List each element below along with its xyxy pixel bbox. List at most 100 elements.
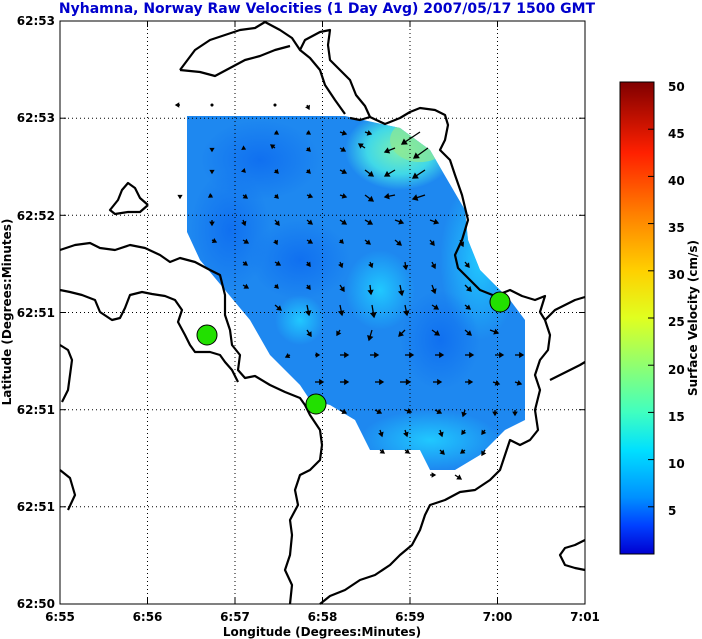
velocity-vector: [458, 239, 465, 248]
velocity-vector: [438, 429, 444, 438]
colorbar-tick-label: 45: [668, 127, 685, 141]
velocity-vector: [305, 104, 310, 111]
y-tick-label: 62:53: [17, 14, 55, 28]
velocity-vector: [411, 169, 426, 179]
velocity-vector: [305, 284, 311, 291]
velocity-vector: [464, 329, 472, 336]
y-tick-label: 62:51: [17, 500, 55, 514]
velocity-vector: [412, 147, 429, 159]
velocity-vector: [481, 449, 487, 457]
velocity-vector: [364, 239, 371, 245]
x-axis-label: Longitude (Degrees:Minutes): [223, 625, 421, 639]
velocity-vector: [339, 219, 348, 225]
velocity-vector: [403, 429, 409, 438]
velocity-vector: [209, 147, 215, 153]
velocity-vector: [305, 146, 311, 152]
velocity-vector: [430, 284, 437, 295]
velocity-vector: [336, 329, 342, 337]
velocity-vector: [429, 239, 435, 246]
velocity-vectors: [174, 102, 525, 480]
velocity-vector: [338, 238, 344, 244]
velocity-vector: [274, 260, 282, 266]
velocity-vector: [242, 260, 249, 266]
velocity-vector: [439, 449, 445, 455]
y-tick-label: 62:51: [17, 403, 55, 417]
velocity-vector: [404, 408, 413, 414]
velocity-vector: [404, 448, 411, 454]
velocity-vector: [357, 143, 366, 149]
velocity-vector: [273, 283, 279, 289]
x-tick-label: 6:55: [45, 610, 75, 624]
velocity-vector: [241, 145, 247, 150]
y-axis-label: Latitude (Degrees:Minutes): [0, 219, 14, 406]
velocity-vector: [242, 193, 249, 199]
velocity-vector: [306, 219, 313, 225]
velocity-vector: [274, 304, 282, 311]
velocity-vector: [454, 474, 463, 480]
velocity-vector: [338, 261, 344, 269]
y-tick-label: 62:51: [17, 306, 55, 320]
velocity-vector: [368, 261, 374, 269]
velocity-vector: [489, 328, 500, 335]
velocity-vector: [242, 283, 250, 289]
velocity-vector: [269, 144, 276, 150]
velocity-vector: [274, 219, 280, 226]
x-tick-label: 6:59: [395, 610, 425, 624]
velocity-vector: [339, 408, 348, 415]
velocity-vector: [273, 168, 279, 174]
velocity-vector: [273, 193, 279, 199]
velocity-vector: [375, 378, 385, 386]
velocity-vector: [465, 379, 474, 385]
x-tick-label: 6:58: [308, 610, 338, 624]
velocity-vector: [339, 284, 345, 293]
velocity-vector: [364, 219, 374, 225]
velocity-vector: [177, 194, 183, 200]
colorbar-tick-label: 30: [668, 268, 685, 282]
velocity-vector: [240, 167, 246, 173]
velocity-vector: [364, 169, 375, 177]
velocity-vector: [379, 448, 386, 454]
y-tick-label: 62:53: [17, 111, 55, 125]
colorbar-tick-label: 35: [668, 221, 685, 235]
velocity-vector: [394, 239, 402, 246]
velocity-vector: [465, 351, 475, 359]
velocity-vector: [461, 409, 467, 418]
velocity-vector: [305, 168, 311, 174]
colorbar-tick-label: 20: [668, 363, 685, 377]
velocity-vector: [430, 472, 437, 478]
x-tick-label: 6:56: [133, 610, 163, 624]
velocity-vector: [378, 429, 384, 438]
velocity-vector: [339, 168, 348, 175]
velocity-vector: [492, 410, 498, 417]
velocity-vector: [369, 304, 377, 319]
velocity-vector: [398, 329, 406, 337]
velocity-vector: [273, 130, 280, 135]
velocity-vector: [495, 351, 505, 359]
velocity-vector: [514, 380, 523, 386]
velocity-vector: [315, 378, 325, 386]
velocity-vector: [337, 304, 345, 317]
velocity-vector: [429, 218, 440, 225]
colorbar-tick-label: 5: [668, 504, 676, 518]
velocity-vector: [339, 146, 347, 152]
chart-title: Nyhamna, Norway Raw Velocities (1 Day Av…: [59, 1, 596, 17]
velocity-vector: [370, 351, 380, 359]
velocity-vector: [306, 238, 314, 244]
velocity-vector: [431, 329, 441, 336]
velocity-vector: [210, 103, 214, 107]
velocity-vector: [174, 102, 180, 108]
velocity-vector: [367, 284, 374, 296]
velocity-vector: [434, 408, 443, 415]
velocity-vector: [430, 261, 437, 270]
x-tick-label: 7:01: [570, 610, 600, 624]
velocity-vector: [273, 103, 277, 107]
velocity-vector: [374, 408, 383, 415]
x-tick-label: 7:00: [483, 610, 513, 624]
velocity-vector: [273, 239, 278, 246]
x-axis: 6:55 6:56 6:57 6:58 6:59 7:00 7:01 Longi…: [45, 21, 600, 639]
velocity-vector: [515, 351, 525, 359]
velocity-vector: [397, 284, 405, 297]
velocity-vector: [340, 378, 350, 386]
velocity-vector: [209, 220, 215, 227]
velocity-vector: [207, 193, 214, 198]
